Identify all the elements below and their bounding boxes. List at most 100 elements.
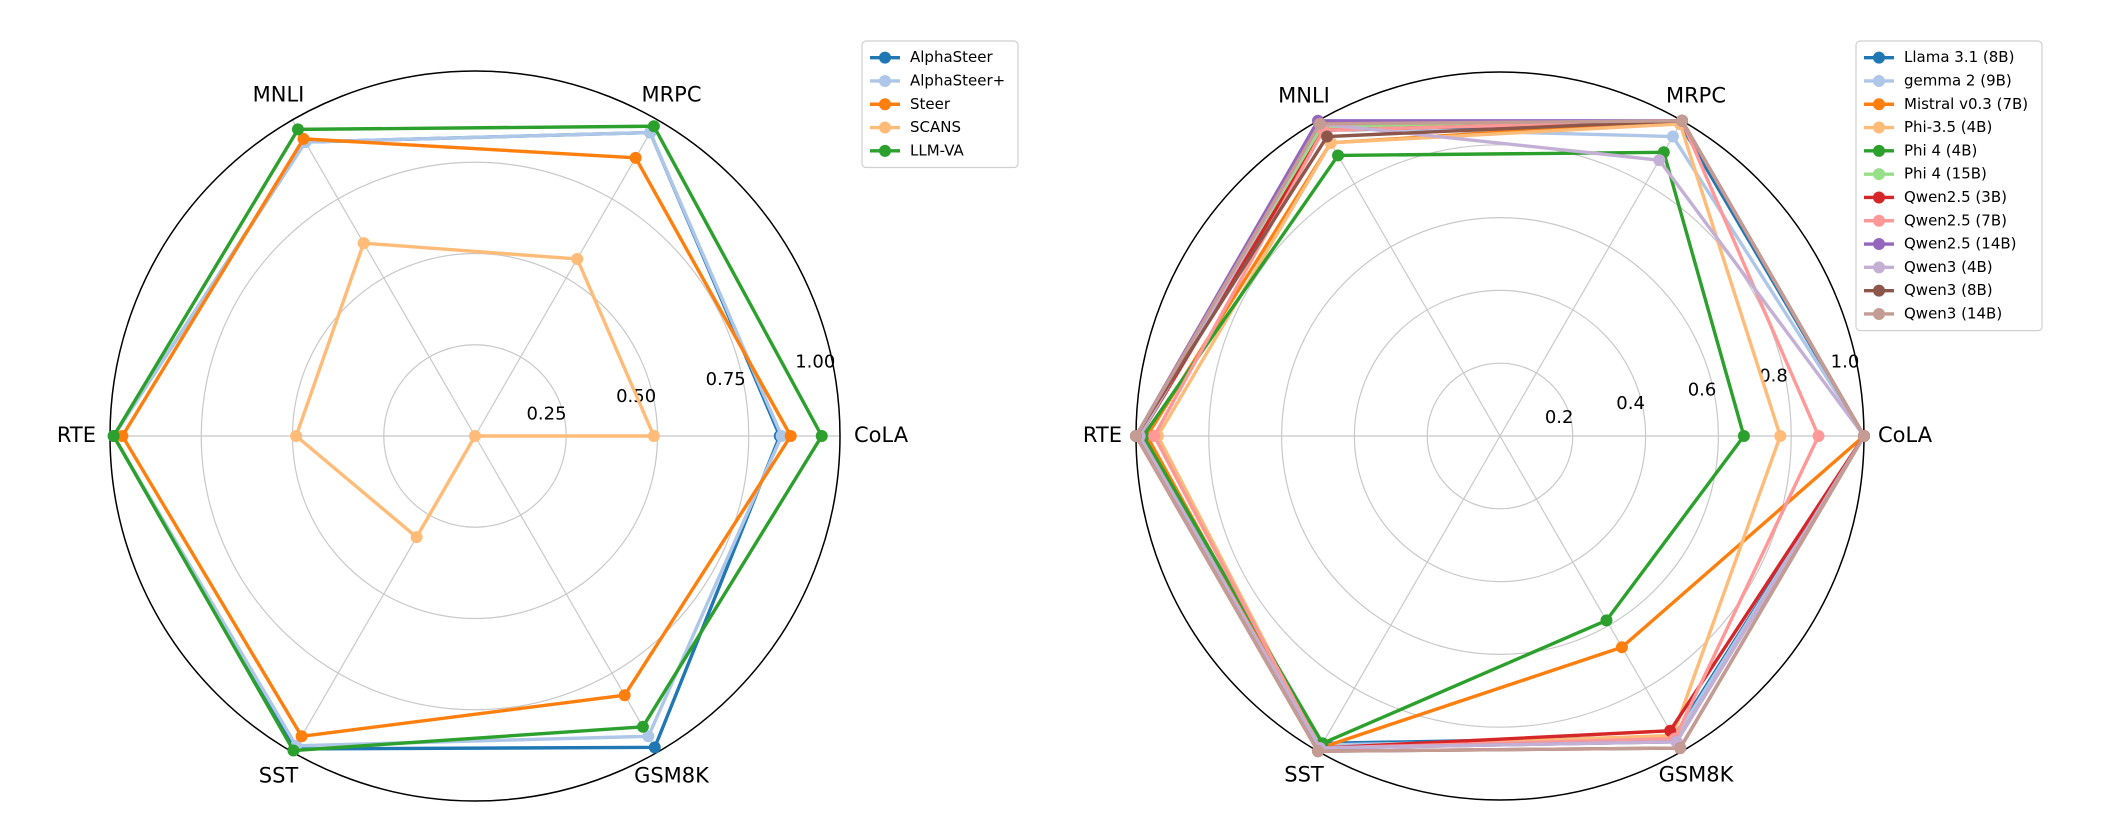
category-label: GSM8K xyxy=(634,763,710,787)
r-tick-label: 0.8 xyxy=(1759,365,1788,386)
legend-marker xyxy=(879,74,891,87)
series-marker xyxy=(647,430,660,442)
series-marker xyxy=(1615,641,1628,654)
spoke xyxy=(1499,120,1683,437)
legend-label: Qwen2.5 (3B) xyxy=(1904,188,2007,206)
spoke xyxy=(1317,435,1501,752)
series-marker xyxy=(291,123,304,136)
series-marker xyxy=(1130,430,1142,442)
series-marker xyxy=(1313,117,1326,130)
legend-marker xyxy=(1873,284,1885,297)
grid-circle xyxy=(200,161,750,711)
r-tick-label: 0.25 xyxy=(526,404,566,425)
legend-box xyxy=(861,40,1019,169)
series-marker xyxy=(116,430,129,442)
legend-marker xyxy=(1873,121,1885,134)
series-marker xyxy=(629,151,642,164)
series-marker xyxy=(648,741,661,754)
series-marker xyxy=(1674,742,1687,755)
category-label: GSM8K xyxy=(1659,762,1735,786)
r-tick-label: 1.00 xyxy=(795,351,835,372)
category-label: RTE xyxy=(57,423,96,447)
category-label: MRPC xyxy=(641,83,701,107)
legend-label: AlphaSteer+ xyxy=(910,71,1005,89)
legend-marker xyxy=(1873,98,1885,111)
legend-label: Phi 4 (15B) xyxy=(1904,165,1987,183)
series-marker xyxy=(290,430,303,442)
legend-marker xyxy=(1873,191,1885,204)
series-marker xyxy=(1812,430,1825,442)
legend-label: LLM-VA xyxy=(910,141,964,159)
series-marker xyxy=(410,531,423,544)
legend-label: SCANS xyxy=(910,118,961,136)
grid-circle xyxy=(1426,362,1574,510)
series-marker xyxy=(1332,149,1345,162)
category-label: SST xyxy=(1284,762,1324,786)
legend-label: Steer xyxy=(910,95,951,113)
legend-label: Mistral v0.3 (7B) xyxy=(1904,95,2028,113)
category-label: SST xyxy=(259,763,299,787)
series-marker xyxy=(618,689,631,702)
series-marker xyxy=(1321,130,1334,143)
legend-label: Qwen2.5 (7B) xyxy=(1904,211,2007,229)
category-label: MRPC xyxy=(1666,84,1726,108)
r-tick-label: 0.6 xyxy=(1688,379,1717,400)
legend-marker xyxy=(1873,238,1885,251)
series-marker xyxy=(815,430,828,442)
series-marker xyxy=(297,132,310,145)
legend-label: Qwen3 (4B) xyxy=(1904,258,1993,276)
category-label: CoLA xyxy=(854,423,909,447)
spoke xyxy=(1317,120,1501,437)
legend-marker xyxy=(1873,307,1885,320)
category-label: MNLI xyxy=(1278,84,1330,108)
legend-marker xyxy=(879,144,891,157)
category-label: CoLA xyxy=(1878,423,1933,447)
series-marker xyxy=(1737,430,1750,442)
series-marker xyxy=(1148,430,1161,442)
series-marker xyxy=(1600,614,1613,627)
series-marker xyxy=(784,430,797,442)
legend-marker xyxy=(1873,261,1885,274)
series-marker xyxy=(1312,745,1324,758)
legend-label: Phi-3.5 (4B) xyxy=(1904,118,1992,136)
grid-circle xyxy=(1353,289,1647,583)
legend-label: Qwen3 (14B) xyxy=(1904,304,2002,322)
series-marker xyxy=(1858,430,1870,442)
legend-marker xyxy=(879,51,891,64)
category-label: RTE xyxy=(1083,423,1122,447)
r-tick-label: 0.75 xyxy=(706,369,746,390)
legend-marker xyxy=(1873,168,1885,181)
series-marker xyxy=(357,237,370,250)
legend-marker xyxy=(879,121,891,134)
legend-label: gemma 2 (9B) xyxy=(1904,71,2012,89)
series-marker xyxy=(287,744,300,757)
series-marker xyxy=(775,430,788,442)
series-marker xyxy=(469,430,481,442)
series-marker xyxy=(647,120,660,133)
r-tick-label: 0.4 xyxy=(1616,393,1645,414)
legend-label: Llama 3.1 (8B) xyxy=(1904,48,2014,66)
legend-label: Phi 4 (4B) xyxy=(1904,141,1977,159)
r-tick-label: 0.2 xyxy=(1545,407,1574,428)
series-marker xyxy=(1666,130,1679,143)
series-marker xyxy=(571,252,584,265)
spoke xyxy=(1499,435,1683,752)
legend-label: Qwen2.5 (14B) xyxy=(1904,235,2017,253)
legend-marker xyxy=(1873,51,1885,64)
series-marker xyxy=(1653,154,1666,167)
legend-marker xyxy=(1873,214,1885,227)
series-marker xyxy=(295,730,308,743)
series-marker xyxy=(642,730,655,743)
legend-marker xyxy=(879,98,891,111)
series-marker xyxy=(107,430,120,442)
legend-marker xyxy=(1873,144,1885,157)
category-label: MNLI xyxy=(253,83,305,107)
series-marker xyxy=(1676,114,1688,127)
legend-label: AlphaSteer xyxy=(910,48,994,66)
series-marker xyxy=(1774,430,1787,442)
r-tick-label: 1.0 xyxy=(1831,352,1860,373)
legend-box xyxy=(1855,40,2043,332)
